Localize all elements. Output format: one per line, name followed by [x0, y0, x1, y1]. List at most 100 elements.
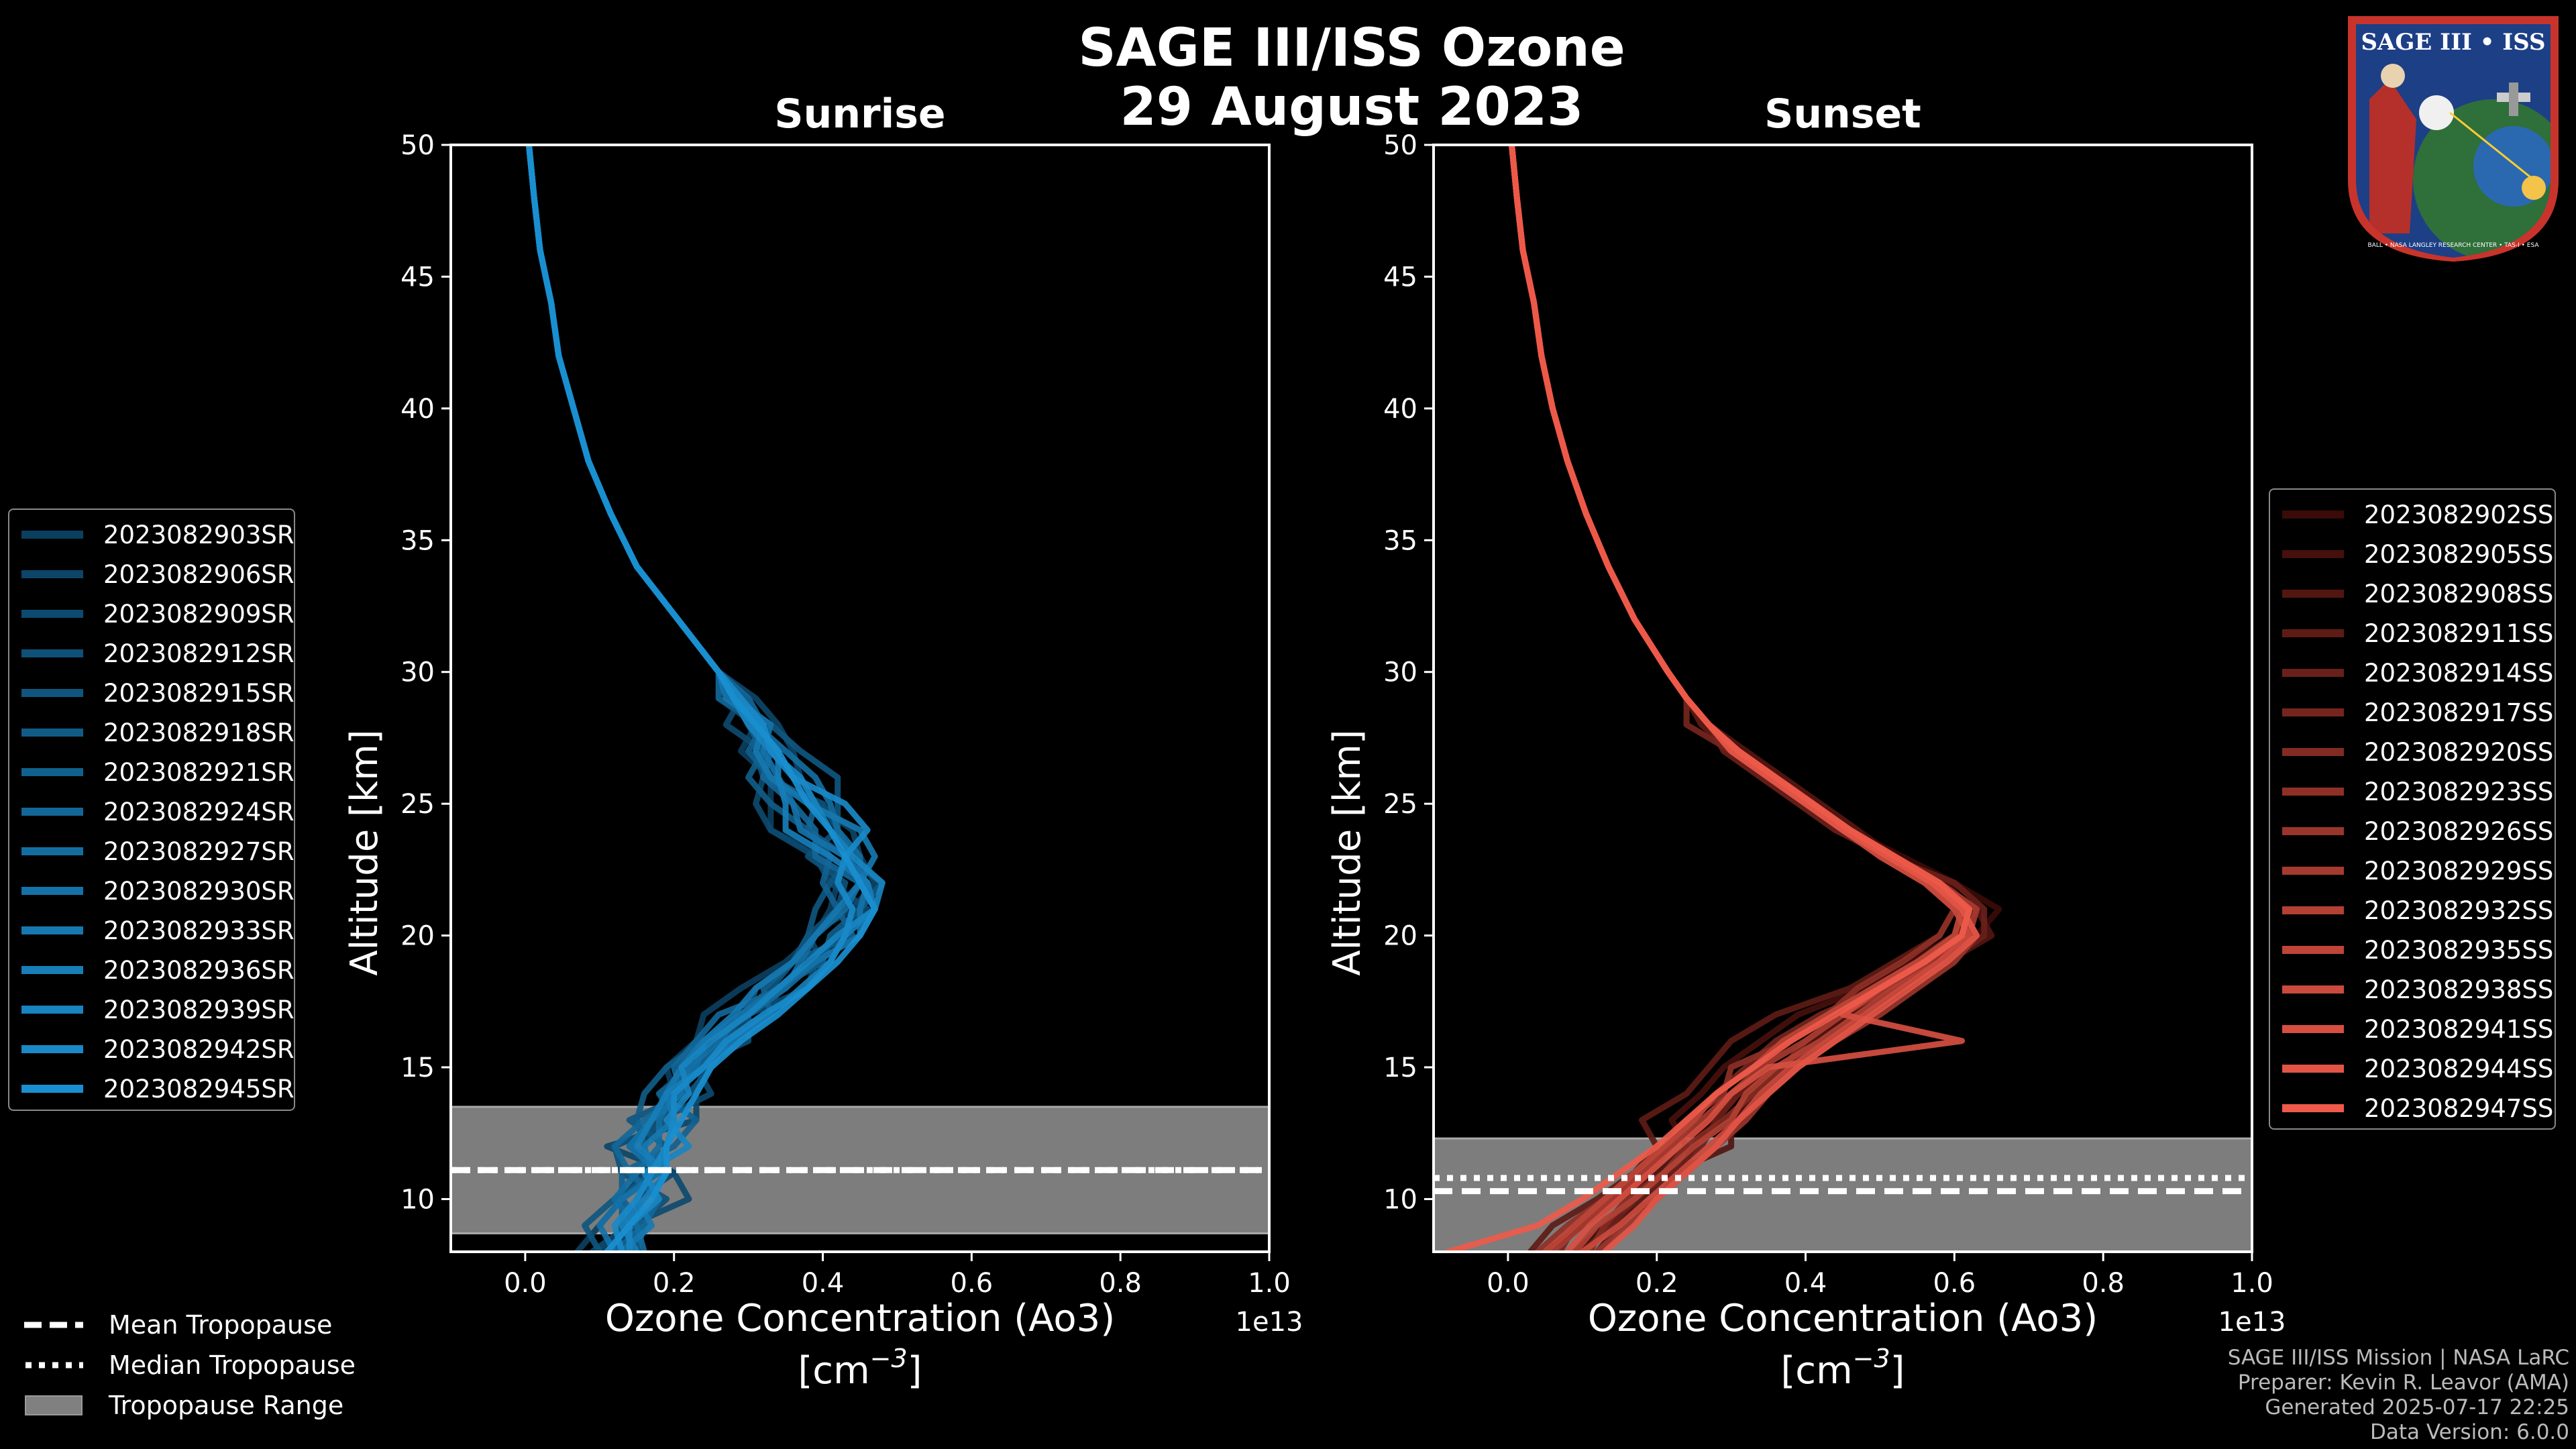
legend-label: 2023082927SR — [103, 837, 294, 866]
legend-label: 2023082935SS — [2364, 935, 2554, 965]
series-line-2023082941SS — [1509, 145, 1972, 1252]
x-tick-label: 0.4 — [1784, 1268, 1827, 1299]
y-tick-label: 10 — [1383, 1184, 1417, 1215]
credit-generated: Generated 2025-07-17 22:25 — [2265, 1395, 2569, 1419]
legend-label: 2023082938SS — [2364, 975, 2554, 1004]
legend-entry: 2023082933SR — [21, 914, 294, 947]
logo-ring-text: BALL • NASA LANGLEY RESEARCH CENTER • TA… — [2367, 242, 2539, 249]
y-tick-label: 40 — [400, 394, 435, 425]
legend-swatch — [2282, 748, 2344, 756]
x-axis-units-exponent: −3 — [870, 1344, 908, 1373]
legend-entry: 2023082926SS — [2282, 814, 2553, 848]
legend-label: 2023082945SR — [103, 1074, 294, 1104]
legend-swatch — [21, 847, 83, 855]
legend-label: 2023082939SR — [103, 995, 294, 1024]
sunrise-panel: 0.0 0.2 0.4 0.6 0.8 1.0 10 15 20 25 30 35 40 45 50 Sunr… — [343, 91, 1303, 1393]
legend-swatch — [2282, 985, 2344, 994]
logo-text: SAGE III • ISS — [2361, 29, 2545, 56]
y-tick-label: 30 — [400, 657, 435, 688]
legend-entry: 2023082939SR — [21, 993, 294, 1026]
legend-entry: 2023082930SR — [21, 874, 294, 908]
legend-swatch — [2282, 708, 2344, 716]
x-axis-units: [cm−3] — [798, 1344, 922, 1393]
legend-swatch — [21, 926, 83, 934]
x-axis-units-close: ] — [908, 1349, 922, 1393]
sunrise-legend: 2023082903SR 2023082906SR 2023082909SR 2023… — [8, 508, 295, 1111]
legend-label: 2023082947SS — [2364, 1093, 2554, 1123]
legend-entry: 2023082920SS — [2282, 735, 2553, 769]
x-axis-units-close: ] — [1890, 1349, 1905, 1393]
y-tick-label: 10 — [400, 1184, 435, 1215]
range-patch-icon — [25, 1395, 83, 1415]
credit-preparer: Preparer: Kevin R. Leavor (AMA) — [2237, 1371, 2569, 1395]
x-axis-units: [cm−3] — [1780, 1344, 1904, 1393]
legend-label: 2023082909SR — [103, 599, 294, 629]
legend-entry: 2023082905SS — [2282, 537, 2553, 571]
figure-title-line2: 29 August 2023 — [1120, 77, 1584, 138]
legend-entry: 2023082938SS — [2282, 973, 2553, 1006]
plot-frame — [449, 144, 1271, 1253]
legend-entry: 2023082917SS — [2282, 696, 2553, 729]
legend-entry: 2023082918SR — [21, 716, 294, 749]
legend-entry: 2023082932SS — [2282, 894, 2553, 927]
legend-label: 2023082926SS — [2364, 816, 2554, 846]
legend-mean-tropopause: Mean Tropopause — [23, 1308, 332, 1342]
y-tick-label: 20 — [400, 921, 435, 952]
y-tick-label: 30 — [1383, 657, 1417, 688]
x-tick-label: 1.0 — [1248, 1268, 1291, 1299]
x-multiplier-label: 1e13 — [2218, 1307, 2286, 1338]
credit-mission: SAGE III/ISS Mission | NASA LaRC — [2227, 1346, 2569, 1370]
x-axis-label: Ozone Concentration (Ao3) — [1588, 1297, 2098, 1340]
x-tick-label: 0.6 — [1933, 1268, 1976, 1299]
legend-median-label: Median Tropopause — [109, 1350, 356, 1380]
legend-swatch — [21, 649, 83, 657]
series-line-2023082947SS — [1445, 145, 1972, 1252]
series-line-2023082945SR — [526, 145, 878, 1252]
legend-entry: 2023082908SS — [2282, 577, 2553, 610]
legend-label: 2023082944SS — [2364, 1054, 2554, 1083]
y-axis-label: Altitude [km] — [343, 729, 386, 975]
legend-entry: 2023082911SS — [2282, 616, 2553, 650]
legend-tropopause-range: Tropopause Range — [23, 1389, 343, 1422]
figure-title-line1: SAGE III/ISS Ozone — [1078, 18, 1625, 78]
y-tick-label: 50 — [1383, 130, 1417, 161]
legend-label: 2023082906SR — [103, 559, 294, 589]
y-tick-label: 50 — [400, 130, 435, 161]
legend-entry: 2023082945SR — [21, 1072, 294, 1106]
legend-label: 2023082903SR — [103, 520, 294, 549]
x-axis-units-base: [cm — [798, 1349, 869, 1393]
legend-entry: 2023082947SS — [2282, 1091, 2553, 1125]
series-line-2023082914SS — [1509, 145, 1988, 1252]
dotted-line-icon — [25, 1362, 83, 1368]
series-line-2023082915SR — [526, 145, 856, 1252]
legend-entry: 2023082915SR — [21, 676, 294, 710]
legend-median-tropopause: Median Tropopause — [23, 1348, 356, 1382]
sunset-panel: 0.0 0.2 0.4 0.6 0.8 1.0 10 15 20 25 30 35 40 45 50 Suns… — [1326, 91, 2286, 1393]
series-line-2023082921SR — [526, 145, 856, 1252]
series-line-2023082923SS — [1509, 145, 1957, 1252]
legend-label: 2023082914SS — [2364, 658, 2554, 688]
y-tick-label: 35 — [1383, 525, 1417, 556]
legend-swatch — [21, 1006, 83, 1014]
y-tick-label: 45 — [400, 262, 435, 292]
legend-label: 2023082911SS — [2364, 619, 2554, 648]
y-axis-label: Altitude [km] — [1326, 729, 1369, 975]
legend-label: 2023082915SR — [103, 678, 294, 708]
legend-swatch — [21, 531, 83, 539]
legend-entry: 2023082929SS — [2282, 854, 2553, 888]
legend-swatch — [2282, 550, 2344, 558]
plot-frame — [1432, 144, 2253, 1253]
x-tick-label: 0.6 — [951, 1268, 994, 1299]
legend-entry: 2023082909SR — [21, 597, 294, 631]
x-tick-label: 1.0 — [2231, 1268, 2273, 1299]
legend-swatch — [21, 1045, 83, 1053]
x-multiplier-label: 1e13 — [1236, 1307, 1303, 1338]
x-tick-label: 0.0 — [504, 1268, 547, 1299]
y-tick-label: 25 — [1383, 789, 1417, 820]
legend-swatch — [2282, 629, 2344, 637]
legend-label: 2023082912SR — [103, 639, 294, 668]
y-tick-label: 45 — [1383, 262, 1417, 292]
legend-swatch — [21, 768, 83, 776]
x-axis-units-base: [cm — [1780, 1349, 1852, 1393]
